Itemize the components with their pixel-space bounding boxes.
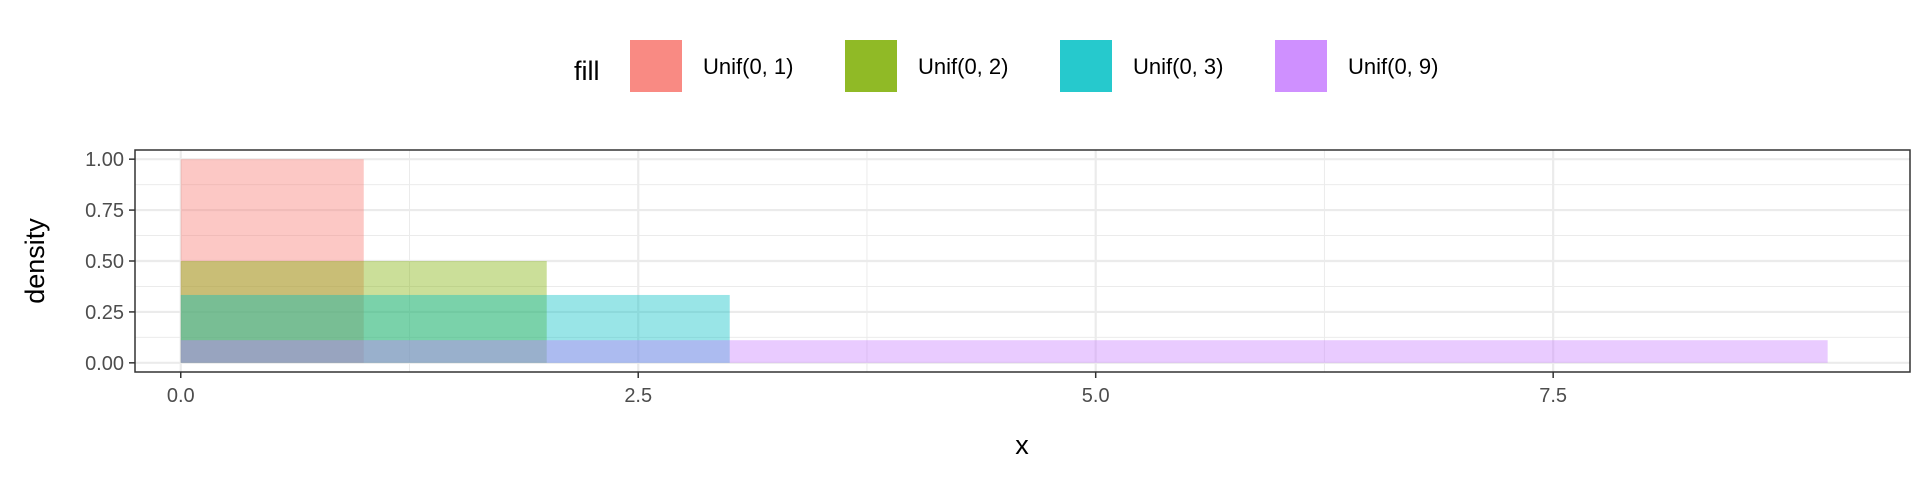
legend-title: fill (574, 56, 600, 86)
legend-swatch-1 (630, 40, 682, 92)
legend-swatch-3 (1060, 40, 1112, 92)
plot-panel (134, 149, 1911, 373)
x-tick-label: 5.0 (1082, 385, 1110, 407)
density-bar-4 (180, 340, 1828, 363)
legend-label-2: Unif(0, 2) (918, 54, 1008, 79)
y-tick-label: 0.00 (85, 353, 124, 375)
density-bar-1 (180, 159, 364, 363)
legend-swatch-4 (1275, 40, 1327, 92)
legend-swatch-2 (845, 40, 897, 92)
legend-label-4: Unif(0, 9) (1348, 54, 1438, 79)
density-bar-2 (180, 261, 547, 363)
x-tick-label: 2.5 (624, 385, 652, 407)
legend-label-3: Unif(0, 3) (1133, 54, 1223, 79)
y-axis: 0.00 0.25 0.50 0.75 1.00 (85, 149, 135, 375)
legend-label-1: Unif(0, 1) (703, 54, 793, 79)
y-tick-label: 0.25 (85, 302, 124, 324)
y-tick-label: 1.00 (85, 149, 124, 171)
x-tick-label: 0.0 (167, 385, 195, 407)
y-axis-title: density (20, 218, 50, 304)
x-axis-title: x (1015, 430, 1029, 460)
x-axis: 0.0 2.5 5.0 7.5 (167, 372, 1567, 407)
density-bar-3 (180, 294, 730, 363)
y-tick-label: 0.75 (85, 200, 124, 222)
x-tick-label: 7.5 (1539, 385, 1567, 407)
major-gridlines (135, 150, 1910, 372)
legend: fill Unif(0, 1) Unif(0, 2) Unif(0, 3) Unif(… (574, 40, 1438, 92)
density-bars (180, 159, 1828, 363)
y-tick-label: 0.50 (85, 251, 124, 273)
